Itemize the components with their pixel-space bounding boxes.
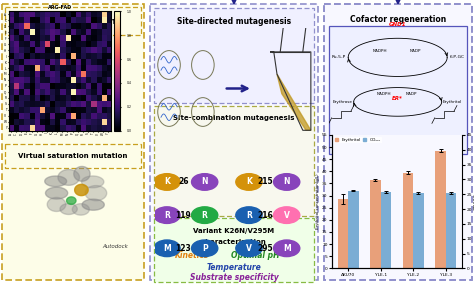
Y-axis label: Erythritol concentration(g/L): Erythritol concentration(g/L)	[317, 174, 320, 229]
Circle shape	[273, 240, 300, 257]
Text: Autodock: Autodock	[102, 244, 128, 249]
Bar	[2, 4, 144, 280]
Text: 216: 216	[257, 211, 273, 220]
Text: NADPH: NADPH	[377, 92, 391, 96]
Bar	[154, 106, 314, 216]
Bar	[5, 7, 141, 35]
Legend: Erythritol, OD₆₀₀: Erythritol, OD₆₀₀	[334, 137, 382, 143]
Text: R: R	[164, 211, 170, 220]
Title: ARG-FAD: ARG-FAD	[48, 5, 72, 10]
Polygon shape	[85, 185, 107, 201]
Circle shape	[154, 207, 180, 224]
Circle shape	[191, 207, 218, 224]
Bar	[413, 193, 424, 268]
Polygon shape	[73, 204, 89, 215]
Text: NADPH: NADPH	[373, 49, 387, 53]
Text: ER*: ER*	[392, 96, 403, 101]
Bar	[436, 151, 446, 268]
Text: Erythrose: Erythrose	[332, 100, 352, 104]
Bar	[154, 8, 314, 103]
Text: N: N	[201, 178, 208, 187]
Text: characterization: characterization	[201, 239, 266, 245]
Polygon shape	[82, 199, 104, 210]
Text: Virtual saturation mutation: Virtual saturation mutation	[18, 153, 128, 159]
Text: ZWF1: ZWF1	[389, 172, 407, 177]
Text: Cofactor regeneration: Cofactor regeneration	[350, 16, 446, 24]
Bar	[329, 26, 467, 154]
Bar	[324, 4, 472, 280]
Text: 26: 26	[178, 178, 189, 187]
Bar	[348, 191, 358, 268]
Circle shape	[273, 174, 300, 190]
Text: Ru-5-P: Ru-5-P	[331, 55, 346, 59]
Text: 215: 215	[257, 178, 273, 187]
Text: 6-P-GL: 6-P-GL	[332, 143, 347, 147]
Circle shape	[191, 240, 218, 257]
Circle shape	[154, 240, 180, 257]
Text: M: M	[163, 244, 171, 253]
Text: M: M	[283, 244, 291, 253]
Bar	[370, 180, 381, 268]
Circle shape	[191, 174, 218, 190]
Circle shape	[154, 174, 180, 190]
Text: Variant K26N/V295M: Variant K26N/V295M	[193, 228, 274, 234]
Text: Site-combination mutagenesis: Site-combination mutagenesis	[173, 115, 295, 121]
Text: 119: 119	[175, 211, 191, 220]
Text: 6-P-GC: 6-P-GC	[450, 55, 465, 59]
Polygon shape	[75, 184, 88, 196]
Bar	[154, 218, 314, 282]
Bar	[337, 199, 348, 268]
Text: V: V	[284, 211, 290, 220]
Text: R: R	[202, 211, 208, 220]
Polygon shape	[46, 187, 68, 199]
Text: GND1: GND1	[389, 22, 407, 27]
Text: P: P	[202, 244, 208, 253]
Circle shape	[236, 207, 262, 224]
Text: R: R	[246, 211, 252, 220]
Bar	[150, 4, 318, 280]
Text: K: K	[164, 178, 170, 187]
Bar	[446, 193, 456, 268]
Bar	[381, 192, 391, 268]
Text: K: K	[246, 178, 252, 187]
Bar	[324, 4, 472, 280]
Text: NADP: NADP	[410, 49, 421, 53]
Text: 123: 123	[175, 244, 191, 253]
Text: Temperature: Temperature	[207, 264, 261, 273]
Circle shape	[236, 240, 262, 257]
Text: 295: 295	[257, 244, 273, 253]
Polygon shape	[45, 176, 67, 187]
Bar	[5, 144, 141, 168]
Polygon shape	[60, 204, 77, 214]
Polygon shape	[58, 170, 80, 185]
Polygon shape	[277, 74, 311, 130]
Polygon shape	[74, 166, 90, 181]
Text: Substrate specificity: Substrate specificity	[190, 273, 278, 283]
Text: G-6-P: G-6-P	[448, 143, 461, 147]
Polygon shape	[82, 176, 104, 188]
Polygon shape	[47, 197, 66, 212]
Text: Optimal pH: Optimal pH	[231, 252, 279, 260]
Text: Modeling and docking: Modeling and docking	[25, 18, 121, 26]
Text: Erythritol: Erythritol	[443, 100, 462, 104]
Circle shape	[236, 174, 262, 190]
Circle shape	[273, 207, 300, 224]
Text: Flask fermentation: Flask fermentation	[357, 162, 439, 172]
Text: Kinetics: Kinetics	[175, 252, 209, 260]
Text: V: V	[246, 244, 252, 253]
Text: NADP: NADP	[406, 92, 417, 96]
Polygon shape	[66, 197, 76, 204]
Bar	[403, 172, 413, 268]
Text: Site-directed mutagenesis: Site-directed mutagenesis	[177, 18, 291, 26]
Text: N: N	[283, 178, 290, 187]
